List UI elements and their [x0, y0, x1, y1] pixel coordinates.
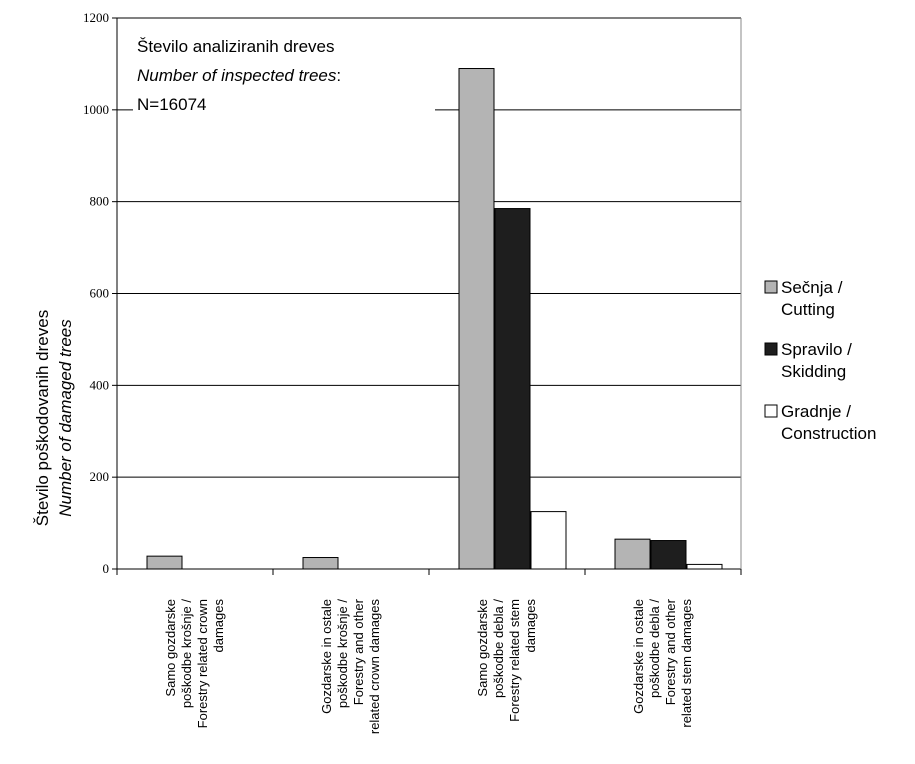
category-label: related crown damages: [367, 599, 382, 735]
y-tick-label: 800: [90, 194, 110, 209]
bar-skidding-3: [494, 208, 531, 570]
bar-cutting-2: [302, 557, 339, 570]
legend-label: Sečnja /: [781, 278, 843, 297]
legend-label: Gradnje /: [781, 402, 851, 421]
annotation-line-2-colon: :: [336, 66, 341, 85]
legend-label-en: Cutting: [781, 300, 835, 319]
category-label: Gozdarske in ostale: [631, 599, 646, 714]
y-tick-label: 600: [90, 286, 110, 301]
y-tick-label: 1000: [83, 102, 109, 117]
category-label: poškodbe krošnje /: [335, 599, 350, 709]
y-tick-label: 400: [90, 377, 110, 392]
bar-construction-4: [686, 563, 723, 570]
annotation-line-2: Number of inspected trees:: [137, 66, 341, 85]
y-tick-label: 1200: [83, 10, 109, 25]
category-label: Forestry related stem: [507, 599, 522, 722]
category-label: damages: [523, 599, 538, 653]
legend-label-en: Skidding: [781, 362, 846, 381]
bar-cutting-3: [458, 68, 495, 570]
legend-swatch: [764, 280, 778, 294]
category-label: damages: [211, 599, 226, 653]
category-label: Gozdarske in ostale: [319, 599, 334, 714]
legend-swatch: [764, 342, 778, 356]
category-label: poškodbe debla /: [491, 599, 506, 698]
bar-cutting-4: [614, 538, 651, 570]
category-label: Samo gozdarske: [163, 599, 178, 697]
category-label: poškodbe debla /: [647, 599, 662, 698]
category-label: Forestry related crown: [195, 599, 210, 728]
bar-cutting-1: [146, 555, 183, 570]
category-label: related stem damages: [679, 599, 694, 728]
bar-skidding-4: [650, 540, 687, 570]
category-label: Samo gozdarske: [475, 599, 490, 697]
legend: Sečnja / Cutting Spravilo / Skidding Gradnje…: [764, 278, 876, 443]
category-label: Forestry and other: [351, 598, 366, 705]
y-tick-label: 200: [90, 469, 110, 484]
category-label: Forestry and other: [663, 598, 678, 705]
bar-construction-3: [530, 511, 567, 570]
bars: [146, 68, 723, 570]
y-axis-title: Število poškodovanih dreves Number of da…: [33, 310, 75, 526]
y-axis-label: Število poškodovanih dreves: [33, 310, 52, 526]
annotation-background: [133, 30, 435, 122]
annotation-line-1: Število analiziranih dreves: [137, 37, 335, 56]
annotation-line-2-text: Number of inspected trees: [137, 66, 337, 85]
annotation-line-3: N=16074: [137, 95, 206, 114]
legend-label-en: Construction: [781, 424, 876, 443]
y-axis-label-en: Number of damaged trees: [56, 319, 75, 517]
category-label: poškodbe krošnje /: [179, 599, 194, 709]
annotation: Število analiziranih dreves Number of in…: [137, 37, 341, 114]
y-tick-labels: 0 200 400 600 800 1000 1200: [83, 10, 117, 576]
y-tick-label: 0: [103, 561, 110, 576]
legend-swatch: [764, 404, 778, 418]
category-labels: Samo gozdarske poškodbe krošnje / Forestry…: [163, 598, 694, 734]
legend-label: Spravilo /: [781, 340, 852, 359]
